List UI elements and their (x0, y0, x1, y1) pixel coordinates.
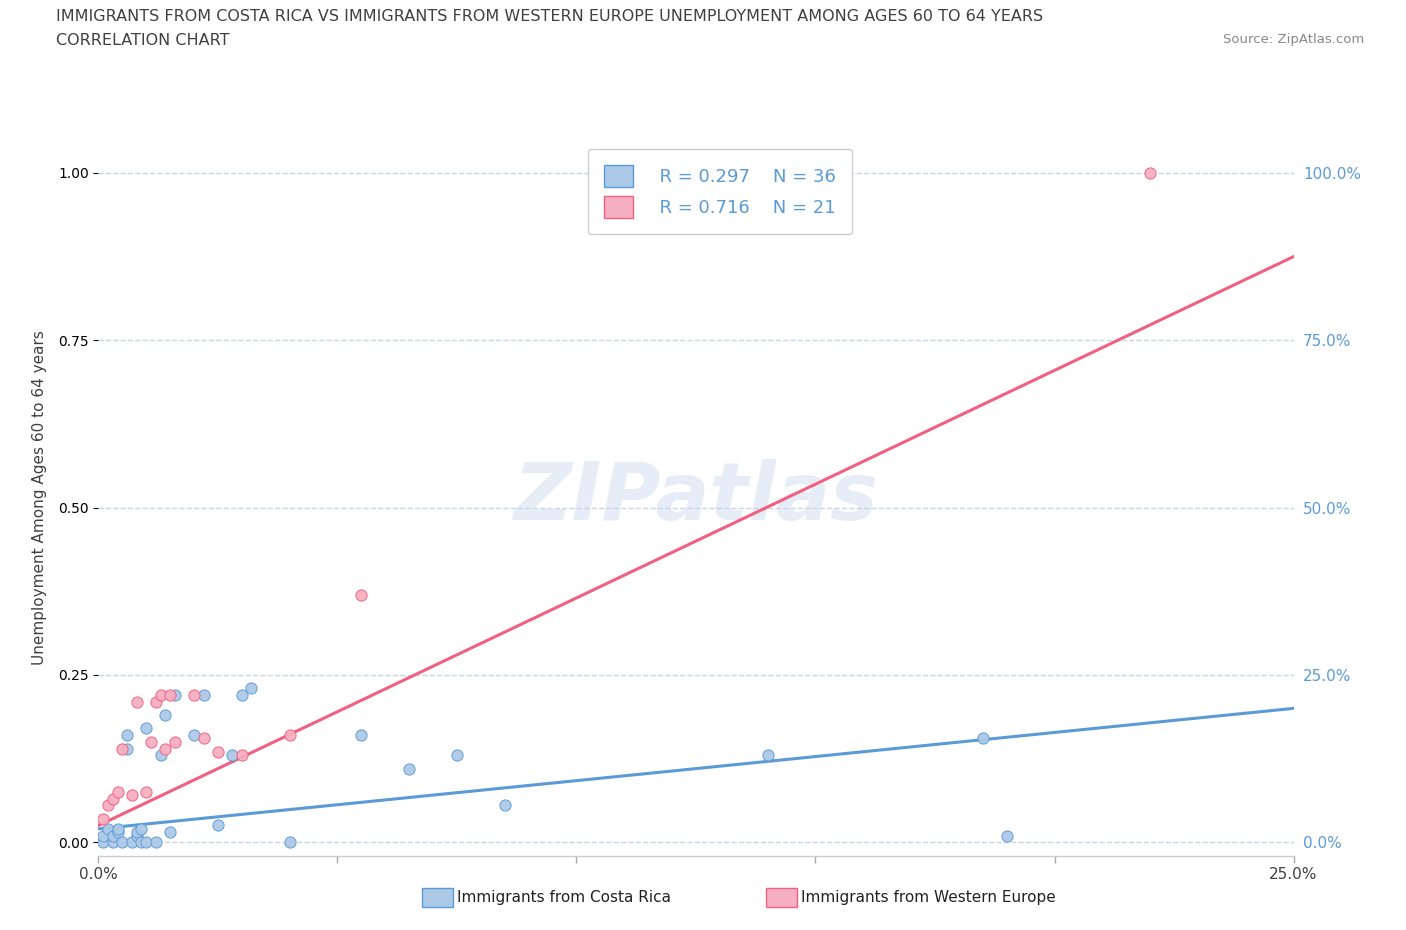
Point (101, 828, 124, 843)
Point (183, 687, 205, 702)
Point (207, 818, 229, 833)
Point (1139, 166, 1161, 180)
Point (91, 811, 114, 826)
Point (125, 694, 148, 709)
Point (139, 735, 162, 750)
Legend:   R = 0.297    N = 36,   R = 0.716    N = 21: R = 0.297 N = 36, R = 0.716 N = 21 (588, 149, 852, 234)
Point (221, 748, 243, 763)
Text: Immigrants from Western Europe: Immigrants from Western Europe (801, 890, 1056, 905)
Point (446, 748, 468, 763)
Point (193, 731, 215, 746)
Point (231, 687, 253, 702)
Point (111, 835, 134, 850)
Text: Source: ZipAtlas.com: Source: ZipAtlas.com (1223, 33, 1364, 46)
Point (125, 828, 148, 843)
Point (101, 835, 124, 850)
Point (207, 744, 229, 759)
Point (107, 825, 129, 840)
Point (159, 825, 181, 840)
Point (135, 785, 157, 800)
Point (163, 735, 186, 750)
Text: ZIPatlas: ZIPatlas (513, 458, 879, 537)
Point (350, 587, 373, 602)
Point (972, 731, 994, 746)
Point (350, 727, 373, 742)
Point (756, 748, 779, 763)
Point (101, 791, 124, 806)
Point (121, 835, 143, 850)
Point (278, 835, 301, 850)
Point (107, 785, 129, 800)
Text: CORRELATION CHART: CORRELATION CHART (56, 33, 229, 47)
Point (159, 687, 181, 702)
Point (149, 748, 172, 763)
Point (149, 687, 172, 702)
Point (193, 687, 215, 702)
Text: IMMIGRANTS FROM COSTA RICA VS IMMIGRANTS FROM WESTERN EUROPE UNEMPLOYMENT AMONG : IMMIGRANTS FROM COSTA RICA VS IMMIGRANTS… (56, 9, 1043, 24)
Point (107, 821, 129, 836)
Point (91, 828, 114, 843)
Point (145, 694, 167, 709)
Point (91, 835, 114, 850)
Point (494, 798, 516, 813)
Text: Immigrants from Costa Rica: Immigrants from Costa Rica (457, 890, 671, 905)
Point (131, 821, 153, 836)
Point (163, 687, 186, 702)
Point (240, 681, 263, 696)
Point (97, 821, 120, 836)
Point (135, 835, 157, 850)
Point (278, 727, 301, 742)
Point (398, 761, 420, 776)
Point (121, 788, 143, 803)
Point (155, 708, 177, 723)
Point (131, 835, 153, 850)
Point (231, 748, 253, 763)
Y-axis label: Unemployment Among Ages 60 to 64 years: Unemployment Among Ages 60 to 64 years (32, 330, 46, 665)
Point (125, 825, 148, 840)
Point (97, 798, 120, 813)
Point (115, 741, 138, 756)
Point (115, 727, 138, 742)
Point (135, 721, 157, 736)
Point (995, 828, 1018, 843)
Point (155, 741, 177, 756)
Point (183, 727, 205, 742)
Point (145, 835, 167, 850)
Point (111, 741, 134, 756)
